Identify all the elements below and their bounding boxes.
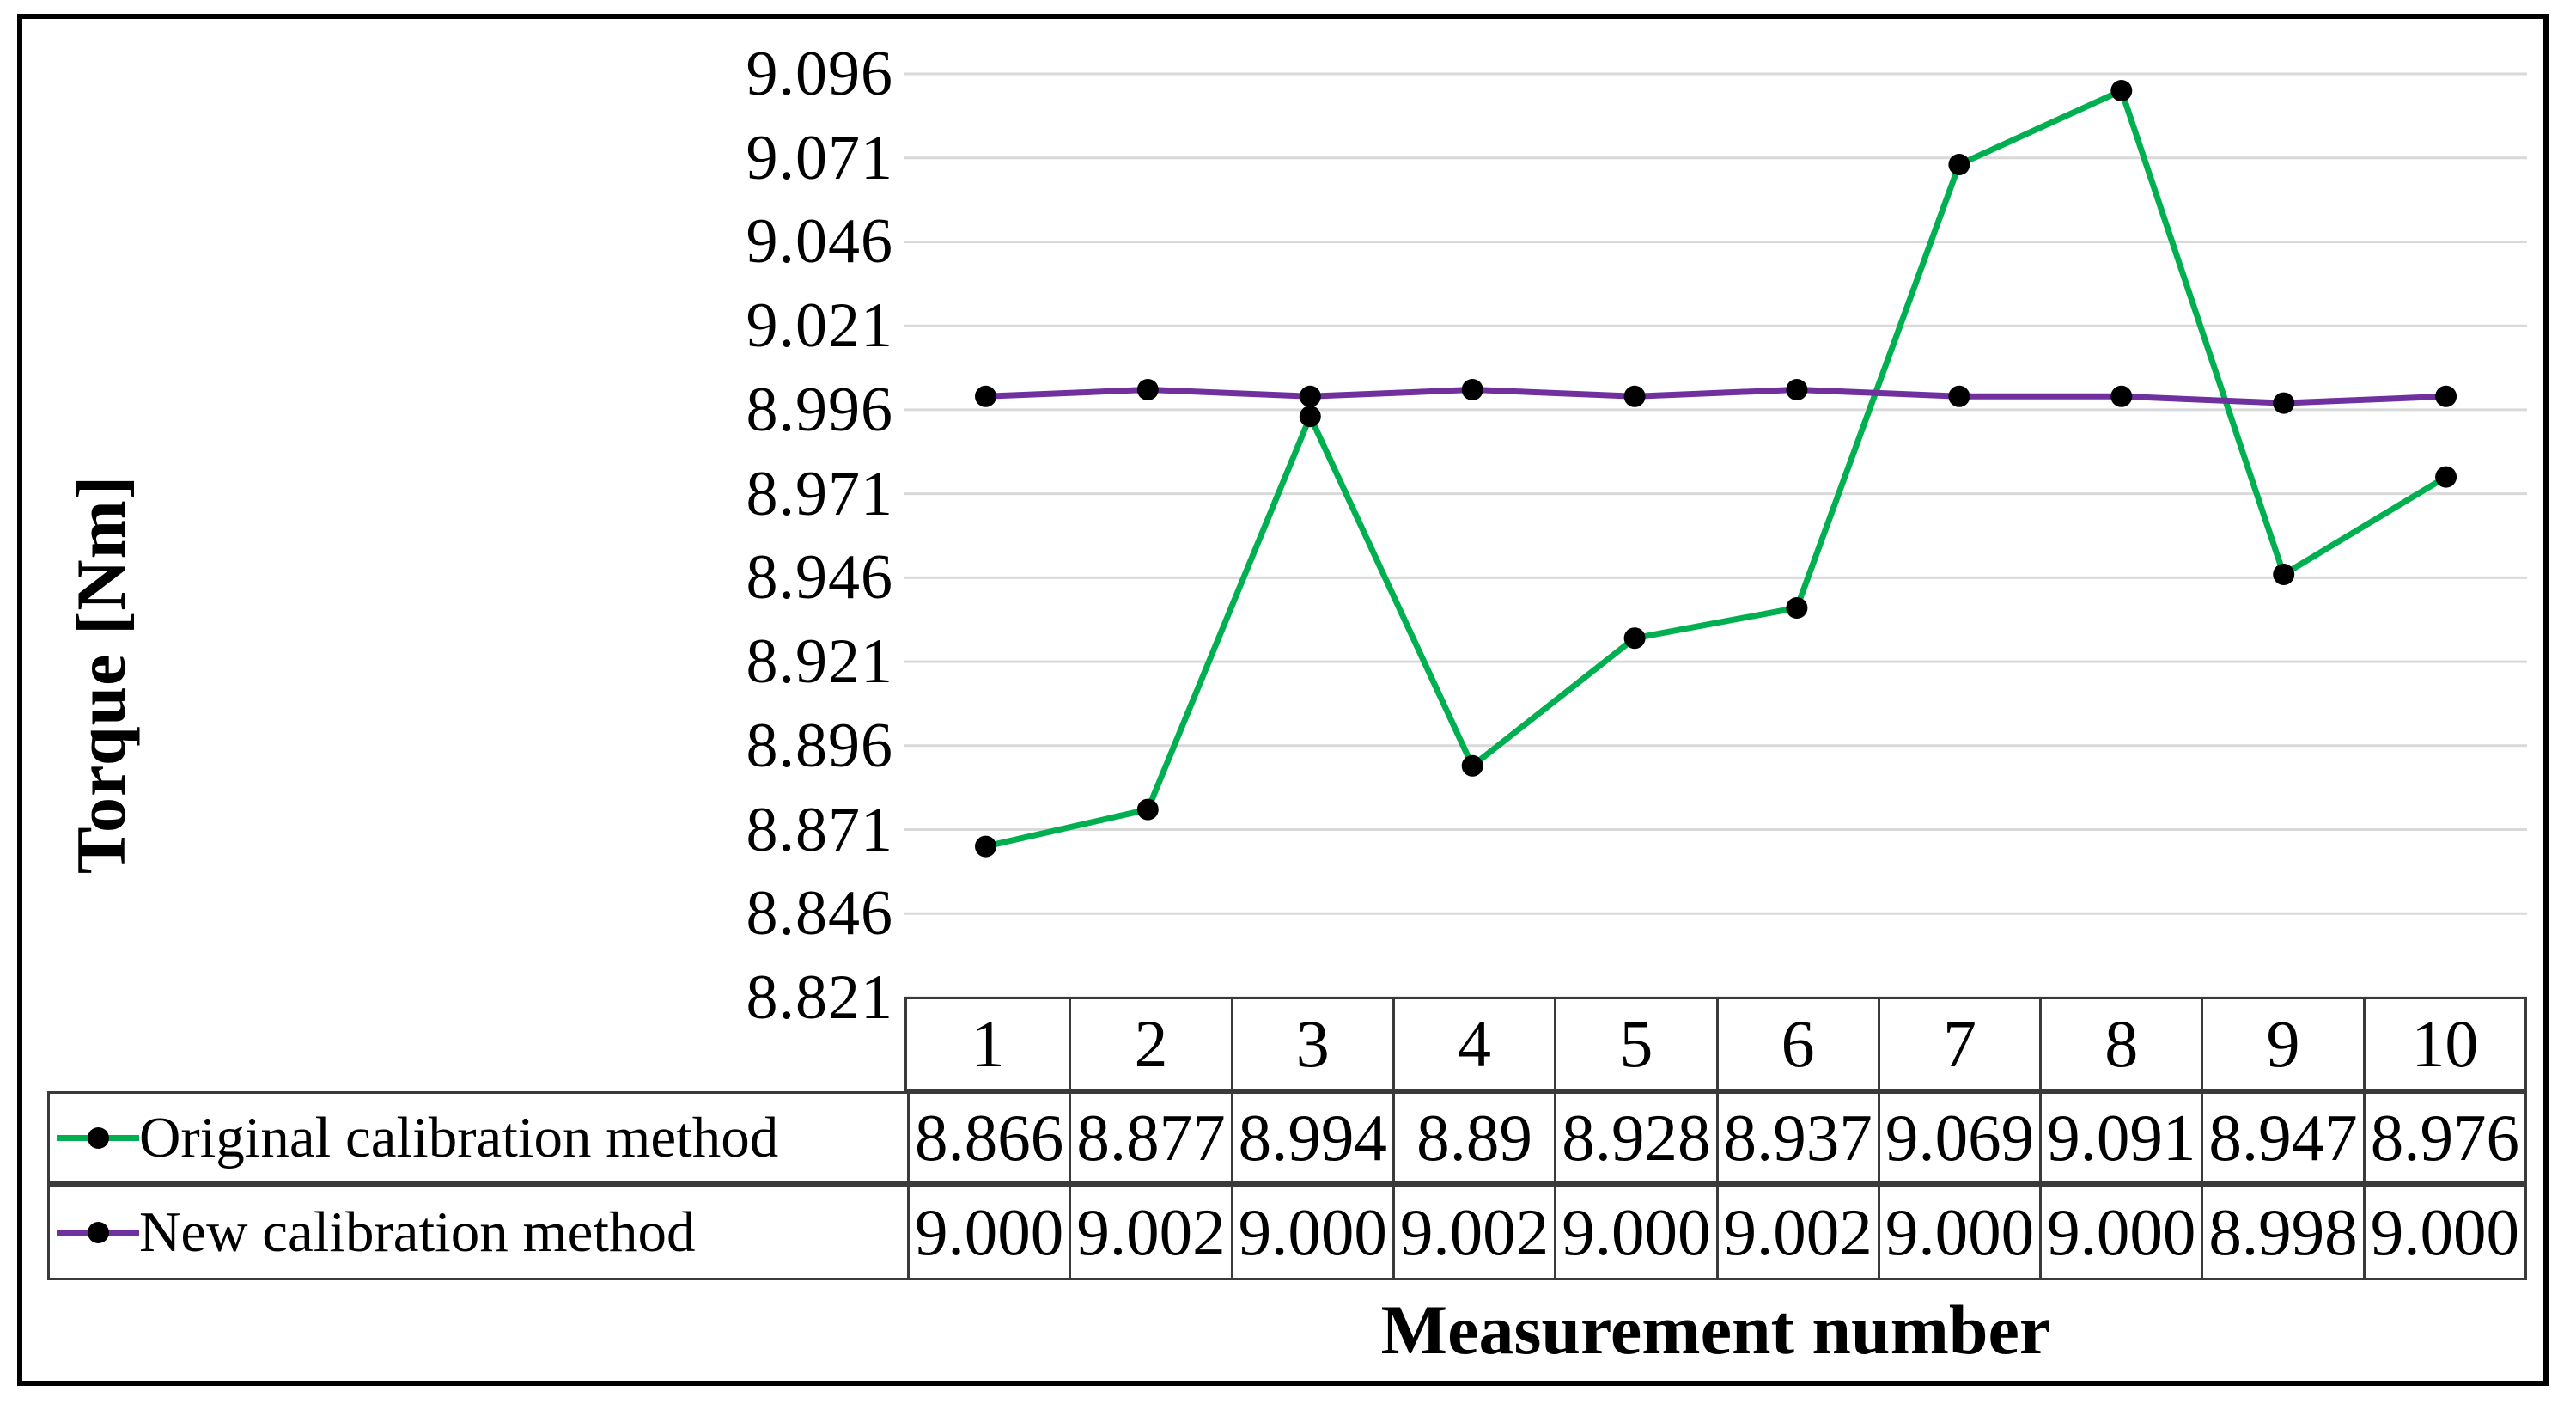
data-point-marker — [2110, 80, 2133, 101]
y-axis-tick-label: 8.871 — [746, 794, 893, 865]
data-point-marker — [1948, 154, 1970, 175]
data-point-marker — [1299, 406, 1321, 428]
data-point-marker — [1786, 597, 1808, 619]
legend-cell: New calibration method — [50, 1187, 907, 1278]
table-value-cell: 9.000 — [1230, 1187, 1392, 1278]
series-line — [984, 86, 2448, 850]
category-header-cell: 7 — [1877, 999, 2039, 1089]
data-point-marker — [2110, 385, 2133, 407]
category-header-cell: 3 — [1230, 999, 1392, 1089]
y-axis-tick-label: 8.896 — [746, 710, 893, 781]
data-point-marker — [1136, 379, 1159, 400]
y-axis-tick-label: 8.821 — [746, 962, 893, 1033]
category-header-cell: 10 — [2362, 999, 2524, 1089]
data-point-marker — [2435, 385, 2457, 407]
category-header-cell: 1 — [971, 1006, 1005, 1081]
data-point-marker — [2435, 466, 2457, 488]
table-value-cell: 9.000 — [1877, 1187, 2040, 1278]
table-value-cell: 9.000 — [907, 1187, 1069, 1278]
table-value-cell: 9.000 — [2039, 1187, 2201, 1278]
category-header-cell: 6 — [1715, 999, 1878, 1089]
legend-line-marker-icon — [57, 1219, 139, 1245]
data-point-marker — [1948, 385, 1970, 407]
table-value-cell: 8.994 — [1230, 1094, 1392, 1181]
y-axis-tick-label: 9.071 — [746, 122, 893, 193]
category-header-cell: 8 — [2039, 999, 2201, 1089]
table-row-original-calibration: Original calibration method 8.866 8.877 8.9… — [47, 1091, 2527, 1184]
data-point-marker — [1299, 385, 1321, 407]
legend-series-label: Original calibration method — [139, 1105, 779, 1169]
y-axis-tick-label: 9.046 — [746, 206, 893, 278]
table-value-cell: 8.998 — [2201, 1187, 2363, 1278]
table-value-cell: 8.928 — [1554, 1094, 1716, 1181]
data-point-marker — [1461, 754, 1483, 777]
table-value-cell: 9.000 — [1554, 1187, 1716, 1278]
data-point-marker — [2273, 392, 2295, 414]
legend-line-marker-icon — [57, 1125, 139, 1151]
table-value-cell: 9.002 — [1715, 1187, 1878, 1278]
category-header-cell: 2 — [1069, 999, 1230, 1089]
data-point-marker — [975, 385, 996, 407]
table-value-cell: 8.947 — [2201, 1094, 2363, 1181]
legend-cell: Original calibration method — [50, 1094, 907, 1181]
table-value-cell: 8.976 — [2362, 1094, 2524, 1181]
data-point-marker — [1623, 627, 1646, 650]
data-point-marker — [1461, 379, 1483, 400]
legend-series-label: New calibration method — [139, 1199, 696, 1264]
table-value-cell: 8.89 — [1392, 1094, 1555, 1181]
y-axis-tick-label: 9.021 — [746, 290, 893, 362]
x-axis-category-header-row: 1 2 3 4 5 6 7 8 9 10 — [904, 997, 2527, 1091]
y-axis-tick-label: 8.921 — [746, 626, 893, 698]
y-axis-tick-label: 8.846 — [746, 878, 893, 949]
table-value-cell: 9.002 — [1392, 1187, 1555, 1278]
y-axis-tick-label: 8.971 — [746, 458, 893, 529]
y-axis-tick-label: 8.996 — [746, 374, 893, 445]
data-point-marker — [1623, 385, 1646, 407]
data-point-marker — [1136, 798, 1159, 821]
data-point-marker — [2273, 564, 2295, 585]
category-header-cell: 9 — [2201, 999, 2362, 1089]
series-line — [985, 386, 2446, 406]
data-point-marker — [975, 835, 996, 858]
y-axis-tick-label: 9.096 — [746, 39, 893, 109]
table-value-cell: 9.000 — [2362, 1187, 2524, 1278]
table-value-cell: 8.866 — [907, 1094, 1069, 1181]
x-axis-title: Measurement number — [1380, 1291, 2051, 1369]
table-value-cell: 9.002 — [1069, 1187, 1231, 1278]
y-axis-tick-label: 8.946 — [746, 542, 893, 613]
data-point-marker — [1786, 379, 1808, 400]
category-header-cell: 5 — [1554, 999, 1715, 1089]
category-header-cell: 4 — [1392, 999, 1554, 1089]
table-value-cell: 8.877 — [1069, 1094, 1231, 1181]
table-value-cell: 9.091 — [2039, 1094, 2201, 1181]
table-value-cell: 9.069 — [1877, 1094, 2040, 1181]
table-row-new-calibration: New calibration method 9.000 9.002 9.000 9.0… — [47, 1184, 2527, 1280]
y-axis-title: Torque [Nm] — [62, 474, 140, 875]
table-value-cell: 8.937 — [1715, 1094, 1878, 1181]
